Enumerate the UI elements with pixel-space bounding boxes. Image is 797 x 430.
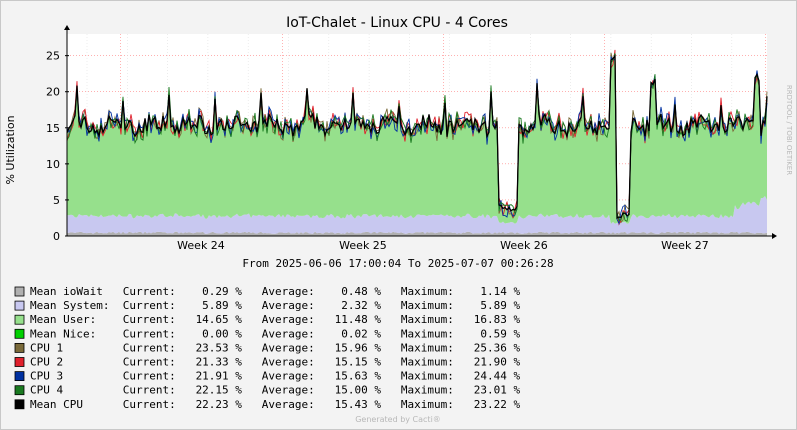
legend-entry: CPU 1 Current: 23.53 % Average: 15.96 % … (30, 341, 520, 354)
y-tick-labels: 0 5 10 15 20 25 (46, 50, 60, 243)
area-series (67, 55, 767, 236)
area-mean-iowait (67, 231, 767, 236)
chart-title: IoT-Chalet - Linux CPU - 4 Cores (286, 15, 508, 31)
legend-entry: Mean ioWait Current: 0.29 % Average: 0.4… (30, 285, 520, 298)
rrdtool-watermark: RRDTOOL / TOBI OETIKER (785, 85, 793, 175)
y-tick-label: 10 (46, 158, 60, 171)
y-axis-arrow (64, 25, 70, 30)
generated-by-footer: Generated by Cacti® (355, 415, 441, 424)
area-mean-system (67, 196, 767, 234)
legend-swatch (14, 399, 25, 410)
y-tick-label: 15 (46, 122, 60, 135)
legend-entry: CPU 2 Current: 21.33 % Average: 15.15 % … (30, 356, 520, 369)
legend-entry: Mean CPU Current: 22.23 % Average: 15.43… (30, 398, 520, 411)
x-tick-labels: Week 24 Week 25 Week 26 Week 27 (177, 239, 709, 252)
y-tick-label: 25 (46, 50, 60, 63)
area-mean-user (67, 55, 767, 224)
legend-swatch (14, 385, 25, 396)
x-tick-label: Week 26 (500, 239, 548, 252)
legend-swatch (14, 357, 25, 367)
legend-swatch (14, 371, 25, 382)
legend-swatch (14, 300, 25, 311)
x-tick-label: Week 24 (177, 239, 225, 252)
y-tick-label: 5 (53, 194, 60, 207)
y-tick-label: 0 (53, 230, 60, 243)
legend-swatch (14, 342, 25, 353)
legend-entry: CPU 3 Current: 21.91 % Average: 15.63 % … (30, 370, 520, 383)
line-series (66, 49, 768, 226)
time-range-label: From 2025-06-06 17:00:04 To 2025-07-07 0… (242, 257, 553, 270)
legend-swatch (14, 314, 25, 325)
legend: Mean ioWait Current: 0.29 % Average: 0.4… (14, 285, 520, 411)
legend-swatch (14, 328, 25, 339)
legend-entry: Mean Nice: Current: 0.00 % Average: 0.02… (30, 327, 520, 340)
legend-entry: Mean User: Current: 14.65 % Average: 11.… (30, 313, 520, 326)
axes (64, 25, 777, 239)
legend-swatch (14, 286, 25, 297)
y-axis-label: % Utilization (4, 115, 17, 184)
line-mean-cpu (66, 54, 768, 219)
y-tick-label: 20 (46, 86, 60, 99)
legend-entry: CPU 4 Current: 22.15 % Average: 15.00 % … (30, 384, 520, 397)
x-tick-label: Week 27 (661, 239, 709, 252)
legend-entry: Mean System: Current: 5.89 % Average: 2.… (30, 299, 520, 312)
x-axis-arrow (772, 233, 777, 239)
x-tick-label: Week 25 (339, 239, 387, 252)
